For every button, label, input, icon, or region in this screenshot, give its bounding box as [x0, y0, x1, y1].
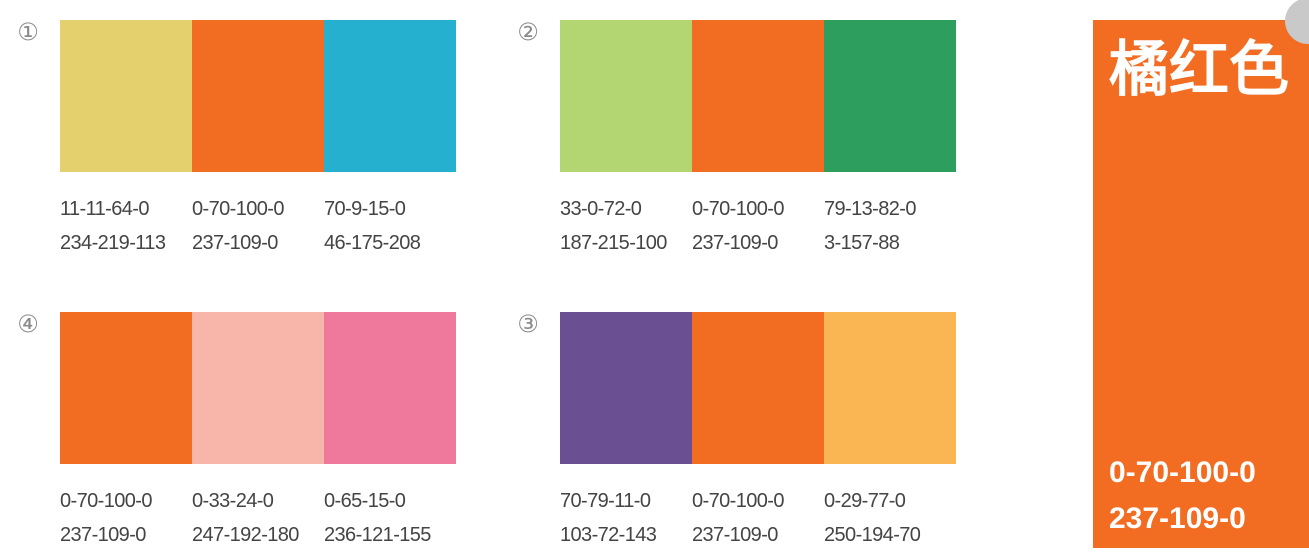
color-swatch [560, 20, 692, 172]
featured-color-panel: 橘红色 0-70-100-0 237-109-0 [1093, 0, 1309, 548]
color-swatch [192, 312, 324, 464]
cmyk-value: 70-79-11-0 [560, 490, 651, 512]
cmyk-value: 11-11-64-0 [60, 198, 149, 220]
rgb-value: 237-109-0 [60, 524, 146, 546]
cmyk-value: 0-29-77-0 [824, 490, 906, 512]
color-swatch [324, 20, 456, 172]
featured-color-name: 橘红色 [1109, 35, 1289, 105]
palette-group-1: ① 11-11-64-0 234-219-113 0-70-100-0 237-… [17, 20, 456, 260]
swatch-codes: 11-11-64-0 234-219-113 0-70-100-0 237-10… [60, 192, 456, 260]
swatch-codes: 33-0-72-0 187-215-100 0-70-100-0 237-109… [560, 192, 956, 260]
color-swatch [60, 20, 192, 172]
palette-group-4: ④ 0-70-100-0 237-109-0 0-33-24-0 247-192… [17, 312, 456, 552]
palette-group-2: ② 33-0-72-0 187-215-100 0-70-100-0 237-1… [517, 20, 956, 260]
swatch-code: 0-70-100-0 237-109-0 [192, 192, 324, 260]
cmyk-value: 0-70-100-0 [192, 198, 284, 220]
rgb-value: 236-121-155 [324, 524, 431, 546]
swatch-code: 0-65-15-0 236-121-155 [324, 484, 456, 552]
rgb-value: 234-219-113 [60, 232, 166, 254]
group-number: ③ [517, 310, 539, 338]
rgb-value: 46-175-208 [324, 232, 421, 254]
palette-group-3: ③ 70-79-11-0 103-72-143 0-70-100-0 237-1… [517, 312, 956, 552]
color-swatch [692, 20, 824, 172]
color-swatch [692, 312, 824, 464]
rgb-value: 187-215-100 [560, 232, 667, 254]
swatch-code: 70-79-11-0 103-72-143 [560, 484, 692, 552]
featured-rgb-value: 237-109-0 [1109, 502, 1246, 535]
color-swatch [824, 312, 956, 464]
swatch-codes: 0-70-100-0 237-109-0 0-33-24-0 247-192-1… [60, 484, 456, 552]
rgb-value: 103-72-143 [560, 524, 657, 546]
cmyk-value: 0-65-15-0 [324, 490, 406, 512]
group-number: ② [517, 18, 539, 46]
color-swatch [824, 20, 956, 172]
swatch-code: 0-70-100-0 237-109-0 [692, 484, 824, 552]
rgb-value: 237-109-0 [692, 232, 778, 254]
rgb-value: 237-109-0 [192, 232, 278, 254]
swatch-code: 11-11-64-0 234-219-113 [60, 192, 192, 260]
swatch-code: 0-70-100-0 237-109-0 [60, 484, 192, 552]
swatch-strip [560, 312, 956, 464]
cmyk-value: 0-70-100-0 [692, 198, 784, 220]
swatch-strip [60, 20, 456, 172]
swatch-strip [60, 312, 456, 464]
swatch-strip [560, 20, 956, 172]
group-number: ① [17, 18, 39, 46]
color-swatch [60, 312, 192, 464]
cmyk-value: 0-70-100-0 [60, 490, 152, 512]
swatch-code: 0-33-24-0 247-192-180 [192, 484, 324, 552]
swatch-code: 70-9-15-0 46-175-208 [324, 192, 456, 260]
cmyk-value: 70-9-15-0 [324, 198, 406, 220]
color-swatch [192, 20, 324, 172]
cmyk-value: 0-70-100-0 [692, 490, 784, 512]
featured-color-codes: 0-70-100-0 237-109-0 [1109, 450, 1256, 542]
swatch-code: 0-70-100-0 237-109-0 [692, 192, 824, 260]
color-swatch [324, 312, 456, 464]
swatch-code: 0-29-77-0 250-194-70 [824, 484, 956, 552]
group-number: ④ [17, 310, 39, 338]
swatch-codes: 70-79-11-0 103-72-143 0-70-100-0 237-109… [560, 484, 956, 552]
color-swatch [560, 312, 692, 464]
swatch-code: 79-13-82-0 3-157-88 [824, 192, 956, 260]
rgb-value: 3-157-88 [824, 232, 900, 254]
rgb-value: 250-194-70 [824, 524, 921, 546]
rgb-value: 237-109-0 [692, 524, 778, 546]
cmyk-value: 0-33-24-0 [192, 490, 274, 512]
cmyk-value: 79-13-82-0 [824, 198, 916, 220]
rgb-value: 247-192-180 [192, 524, 299, 546]
featured-cmyk-value: 0-70-100-0 [1109, 456, 1256, 489]
cmyk-value: 33-0-72-0 [560, 198, 642, 220]
swatch-code: 33-0-72-0 187-215-100 [560, 192, 692, 260]
